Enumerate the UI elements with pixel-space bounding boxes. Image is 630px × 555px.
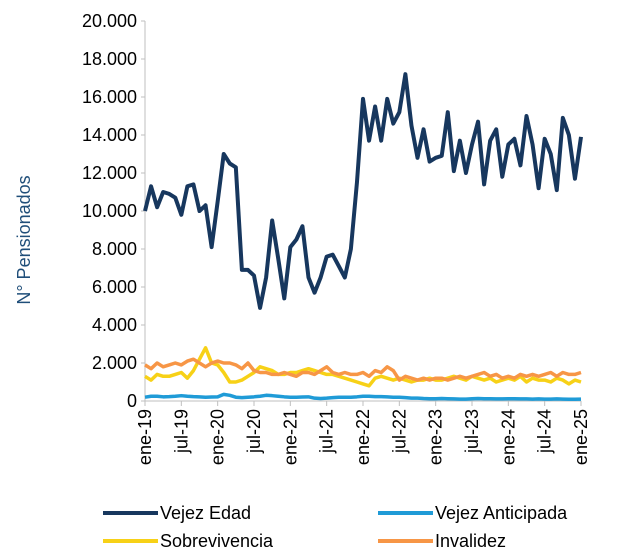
x-tick-label: ene-24 — [498, 409, 518, 465]
x-tick-label: ene-21 — [280, 409, 300, 465]
x-tick-label: jul-22 — [389, 409, 409, 454]
y-tick-label: 8.000 — [92, 239, 137, 259]
x-tick-label: ene-25 — [571, 409, 591, 465]
x-tick-label: jul-23 — [462, 409, 482, 454]
x-tick-label: ene-20 — [208, 409, 228, 465]
x-tick-label: jul-19 — [171, 409, 191, 454]
series-line — [143, 72, 583, 310]
series-line — [144, 346, 582, 388]
x-tick-label: jul-24 — [535, 409, 555, 454]
legend-label: Vejez Edad — [160, 503, 251, 523]
y-tick-label: 4.000 — [92, 315, 137, 335]
legend-label: Vejez Anticipada — [435, 503, 568, 523]
y-tick-label: 0 — [127, 391, 137, 411]
y-tick-label: 2.000 — [92, 353, 137, 373]
y-tick-label: 10.000 — [82, 201, 137, 221]
legend-label: Invalidez — [435, 531, 506, 550]
x-tick-label: jul-21 — [317, 409, 337, 454]
y-axis-title: N° Pensionados — [14, 175, 34, 304]
x-tick-label: ene-19 — [135, 409, 155, 465]
y-tick-label: 20.000 — [82, 11, 137, 31]
x-tick-label: ene-23 — [426, 409, 446, 465]
y-tick-label: 16.000 — [82, 87, 137, 107]
y-tick-label: 14.000 — [82, 125, 137, 145]
y-tick-label: 6.000 — [92, 277, 137, 297]
y-tick-label: 18.000 — [82, 49, 137, 69]
series-line — [144, 392, 582, 402]
legend-label: Sobrevivencia — [160, 531, 274, 550]
y-tick-label: 12.000 — [82, 163, 137, 183]
series-line — [144, 357, 582, 382]
x-tick-label: ene-22 — [353, 409, 373, 465]
x-tick-label: jul-20 — [244, 409, 264, 454]
